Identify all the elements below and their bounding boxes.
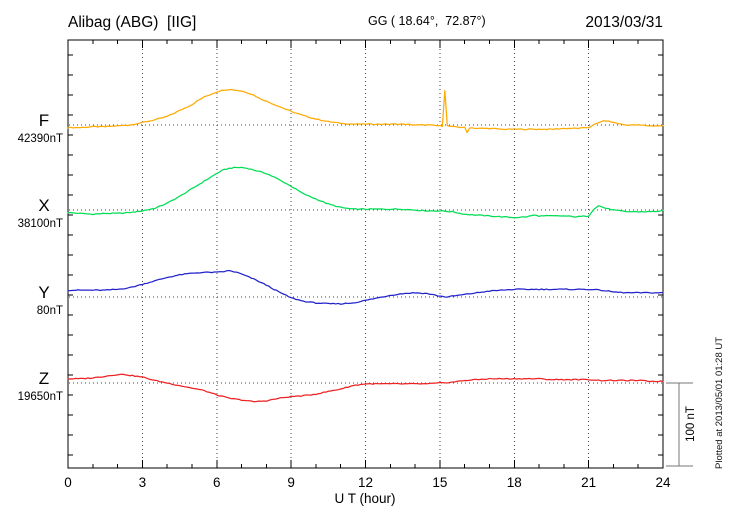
x-tick-label-24: 24 bbox=[655, 475, 671, 490]
plot-date: 2013/03/31 bbox=[585, 14, 663, 31]
trace-Y bbox=[67, 269, 664, 305]
series-letter-F: F bbox=[39, 111, 49, 130]
x-tick-label-6: 6 bbox=[213, 475, 221, 490]
scale-bar: 100 nT bbox=[666, 382, 697, 467]
traces bbox=[67, 88, 664, 403]
trace-X bbox=[67, 166, 664, 219]
x-tick-label-15: 15 bbox=[432, 475, 447, 490]
series-labels: F 42390nT X 38100nT Y 80nT Z 19650nT bbox=[18, 111, 63, 403]
series-letter-Y: Y bbox=[38, 283, 49, 302]
station-title: Alibag (ABG) [IIG] bbox=[68, 14, 196, 31]
axis-ticks bbox=[67, 40, 664, 468]
scale-bar-label: 100 nT bbox=[685, 406, 697, 442]
series-letter-X: X bbox=[38, 196, 49, 215]
series-baseline-Y: 80nT bbox=[37, 305, 63, 317]
x-tick-label-9: 9 bbox=[287, 475, 295, 490]
x-tick-label-0: 0 bbox=[64, 475, 72, 490]
x-tick-labels: 0 3 6 9 12 15 18 21 24 bbox=[64, 475, 671, 490]
series-baseline-Z: 19650nT bbox=[18, 391, 63, 403]
x-tick-label-12: 12 bbox=[358, 475, 373, 490]
series-letter-Z: Z bbox=[39, 369, 49, 388]
gridlines bbox=[69, 41, 662, 467]
x-tick-label-3: 3 bbox=[139, 475, 147, 490]
trace-F bbox=[67, 88, 664, 134]
series-baseline-X: 38100nT bbox=[18, 218, 63, 230]
geo-coordinates: GG ( 18.64°, 72.87°) bbox=[368, 14, 486, 28]
x-axis-label: U T (hour) bbox=[334, 491, 395, 506]
trace-Z bbox=[67, 373, 664, 403]
x-tick-label-18: 18 bbox=[507, 475, 522, 490]
series-baseline-F: 42390nT bbox=[18, 133, 63, 145]
x-tick-label-21: 21 bbox=[581, 475, 596, 490]
plotted-note: Plotted at 2013/05/01 01:28 UT bbox=[714, 337, 725, 469]
